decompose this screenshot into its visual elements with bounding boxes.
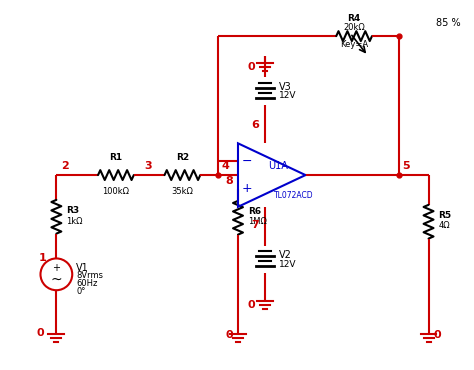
Text: 0: 0 bbox=[434, 330, 441, 340]
Text: 1: 1 bbox=[39, 253, 46, 263]
Text: R6: R6 bbox=[248, 207, 261, 216]
Text: 3: 3 bbox=[144, 161, 152, 171]
Text: 1MΩ: 1MΩ bbox=[248, 217, 267, 226]
Text: 8Vrms: 8Vrms bbox=[76, 271, 103, 280]
Text: Key=A: Key=A bbox=[340, 40, 368, 49]
Text: 12V: 12V bbox=[279, 260, 296, 269]
Text: ~: ~ bbox=[51, 272, 62, 286]
Text: R5: R5 bbox=[438, 211, 452, 220]
Text: 35kΩ: 35kΩ bbox=[172, 187, 193, 196]
Text: 60Hz: 60Hz bbox=[76, 279, 98, 288]
Text: 0: 0 bbox=[37, 328, 45, 338]
Text: 85 %: 85 % bbox=[437, 18, 461, 28]
Text: 0: 0 bbox=[247, 300, 255, 310]
Text: 12V: 12V bbox=[279, 91, 296, 100]
Text: U1A: U1A bbox=[268, 161, 288, 171]
Text: V1: V1 bbox=[76, 263, 89, 273]
Text: 20kΩ: 20kΩ bbox=[343, 23, 365, 32]
Text: 2: 2 bbox=[61, 161, 69, 171]
Text: 4Ω: 4Ω bbox=[438, 221, 450, 230]
Text: V2: V2 bbox=[279, 250, 292, 260]
Text: V3: V3 bbox=[279, 82, 292, 92]
Text: TL072ACD: TL072ACD bbox=[274, 191, 313, 201]
Text: R1: R1 bbox=[109, 153, 122, 162]
Text: −: − bbox=[242, 155, 252, 168]
Text: 0°: 0° bbox=[76, 287, 86, 296]
Text: +: + bbox=[242, 182, 252, 195]
Text: +: + bbox=[52, 263, 60, 273]
Text: 0: 0 bbox=[226, 330, 233, 340]
Text: 4: 4 bbox=[221, 161, 229, 171]
Text: 8: 8 bbox=[225, 176, 233, 186]
Text: R4: R4 bbox=[347, 14, 361, 23]
Text: 0: 0 bbox=[247, 62, 255, 72]
Text: 7: 7 bbox=[251, 220, 259, 230]
Text: 1kΩ: 1kΩ bbox=[66, 217, 83, 226]
Text: R2: R2 bbox=[176, 153, 189, 162]
Text: 100kΩ: 100kΩ bbox=[102, 187, 129, 196]
Text: 6: 6 bbox=[251, 121, 259, 131]
Text: 5: 5 bbox=[402, 161, 410, 171]
Text: R3: R3 bbox=[66, 206, 80, 215]
